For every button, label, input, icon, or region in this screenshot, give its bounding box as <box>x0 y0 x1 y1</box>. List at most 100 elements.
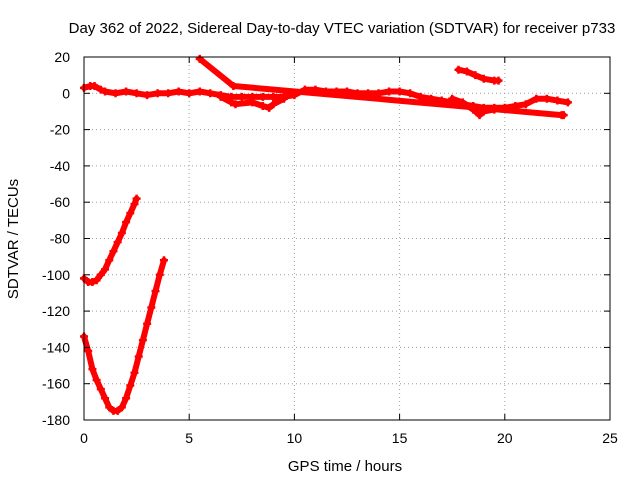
data-point <box>122 218 131 227</box>
data-point <box>92 376 101 385</box>
y-tick-label: -60 <box>50 194 70 210</box>
data-point <box>153 89 162 98</box>
data-point <box>479 74 488 83</box>
data-point <box>462 67 471 76</box>
data-point <box>395 87 404 96</box>
axis-ticks <box>83 56 611 421</box>
data-point <box>111 89 120 98</box>
data-point <box>117 403 126 412</box>
data-point <box>269 100 278 109</box>
data-point <box>96 385 105 394</box>
y-tick-label: 0 <box>62 85 70 101</box>
data-point <box>542 94 551 103</box>
data-point <box>84 347 93 356</box>
series-arc-A <box>80 194 141 287</box>
data-point <box>216 92 225 101</box>
data-point <box>231 100 240 109</box>
data-point <box>195 87 204 96</box>
data-point <box>122 87 131 96</box>
data-point <box>553 96 562 105</box>
data-point <box>105 256 114 265</box>
data-point <box>559 111 568 120</box>
y-tick-label: 20 <box>54 49 70 65</box>
y-tick-label: -140 <box>42 339 70 355</box>
data-point <box>105 403 114 412</box>
data-point <box>101 265 110 274</box>
data-point <box>454 65 463 74</box>
series-dip-segment <box>216 92 288 112</box>
y-tick-label: -80 <box>50 231 70 247</box>
tick-labels: 0 5 10 15 20 25 20 0 -20 -40 -60 -80 -100 -120 -140 -16… <box>42 49 618 446</box>
x-tick-label: 15 <box>392 430 408 446</box>
data-point <box>109 247 118 256</box>
chart-title: Day 362 of 2022, Sidereal Day-to-day VTE… <box>69 20 616 37</box>
data-point <box>151 287 160 296</box>
x-tick-label: 5 <box>185 430 193 446</box>
data-point <box>159 256 168 265</box>
data-point <box>265 103 274 112</box>
data-point <box>143 319 152 328</box>
data-point <box>138 336 147 345</box>
data-point <box>258 92 267 101</box>
data-point <box>88 365 97 374</box>
data-point <box>134 352 143 361</box>
data-point <box>155 270 164 279</box>
data-point <box>143 91 152 100</box>
series-upper-arc <box>454 65 503 85</box>
data-point <box>113 238 122 247</box>
x-tick-label: 20 <box>497 430 513 446</box>
data-point <box>101 87 110 96</box>
y-axis-label: SDTVAR / TECUs <box>5 179 22 299</box>
y-tick-label: -40 <box>50 158 70 174</box>
data-point <box>132 89 141 98</box>
data-point <box>96 270 105 279</box>
data-point <box>269 92 278 101</box>
data-point <box>448 94 457 103</box>
data-point <box>88 278 97 287</box>
grid <box>84 57 610 420</box>
y-tick-label: -20 <box>50 122 70 138</box>
data-point <box>185 89 194 98</box>
data-point <box>126 381 135 390</box>
data-point <box>130 200 139 209</box>
data-point <box>132 194 141 203</box>
data-point <box>92 276 101 285</box>
x-tick-label: 10 <box>287 430 303 446</box>
x-axis-label: GPS time / hours <box>288 458 402 475</box>
x-tick-label: 25 <box>602 430 618 446</box>
data-point <box>126 209 135 218</box>
data-point <box>195 54 204 63</box>
series-line <box>81 195 140 286</box>
data-point <box>471 71 480 80</box>
data-point <box>130 368 139 377</box>
data-point <box>96 85 105 94</box>
data-point <box>101 394 110 403</box>
data-point <box>279 94 288 103</box>
series-isolated-points <box>195 54 568 120</box>
data-point <box>174 87 183 96</box>
y-tick-label: -180 <box>42 412 70 428</box>
y-tick-label: -120 <box>42 303 70 319</box>
data-point <box>258 102 267 111</box>
data-point <box>494 76 503 85</box>
data-point <box>206 89 215 98</box>
x-tick-label: 0 <box>80 430 88 446</box>
data-point <box>117 229 126 238</box>
data-point <box>406 89 415 98</box>
data-point <box>164 89 173 98</box>
data-point <box>475 111 484 120</box>
y-tick-label: -100 <box>42 267 70 283</box>
data-point <box>532 94 541 103</box>
data-points <box>80 54 572 415</box>
data-point <box>385 87 394 96</box>
data-point <box>147 303 156 312</box>
data-point <box>90 82 99 91</box>
data-point <box>521 100 530 109</box>
data-point <box>113 406 122 415</box>
data-point <box>563 98 572 107</box>
data-point <box>122 394 131 403</box>
data-point <box>248 98 257 107</box>
data-point <box>237 92 246 101</box>
y-tick-label: -160 <box>42 376 70 392</box>
